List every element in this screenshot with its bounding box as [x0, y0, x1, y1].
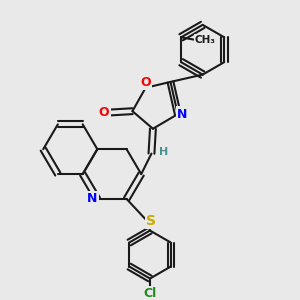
Text: CH₃: CH₃: [195, 35, 216, 45]
Text: O: O: [140, 76, 151, 89]
Text: H: H: [158, 147, 167, 157]
Text: S: S: [146, 214, 157, 228]
Text: N: N: [177, 108, 188, 121]
Text: H: H: [159, 147, 168, 157]
Text: Cl: Cl: [143, 287, 157, 300]
Text: N: N: [87, 193, 97, 206]
Text: O: O: [99, 106, 110, 119]
